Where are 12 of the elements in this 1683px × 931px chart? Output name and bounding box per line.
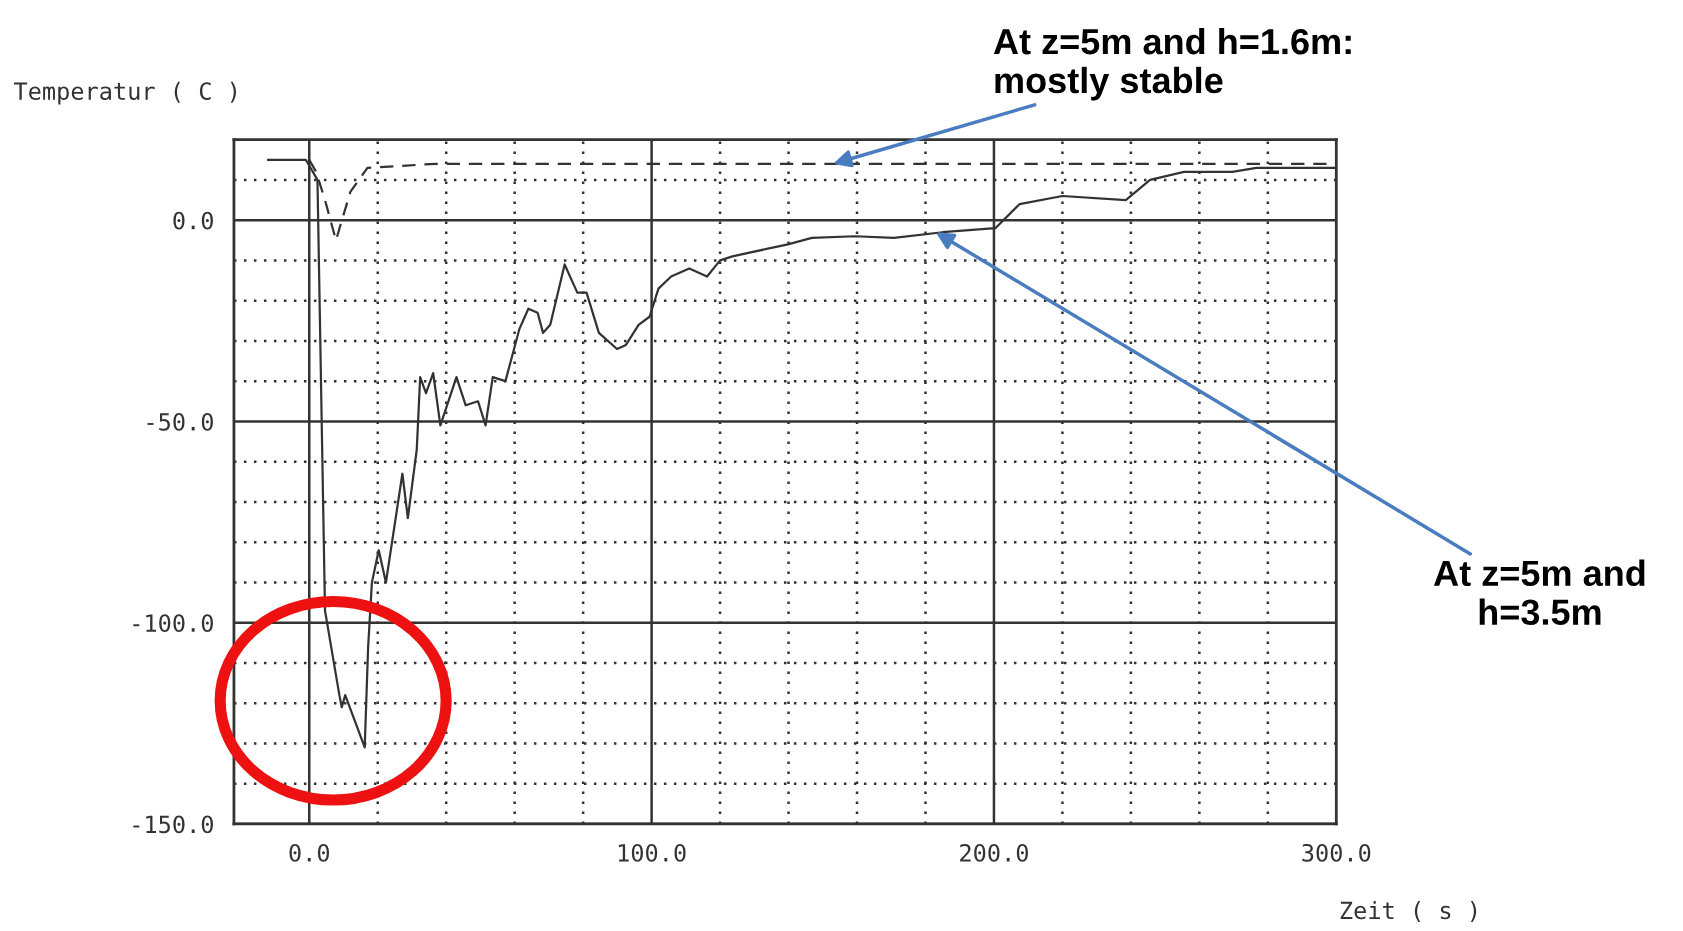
y-axis-title: Temperatur ( C ) <box>14 81 236 105</box>
y-tick-label: -50.0 <box>147 412 213 431</box>
x-tick-label: 300.0 <box>1302 843 1371 862</box>
y-tick-label: 0.0 <box>173 211 213 230</box>
x-axis-title: Zeit ( s ) <box>1340 901 1477 923</box>
x-tick-label: 200.0 <box>960 843 1028 862</box>
x-tick-label: 100.0 <box>618 843 686 862</box>
x-tick-label: 0.0 <box>289 843 330 862</box>
annotation: At z=5m and h=1.6m: mostly stable <box>993 27 1351 101</box>
y-tick-label: -150.0 <box>133 815 213 834</box>
annotation: At z=5m and h=3.5m <box>1433 559 1645 626</box>
y-tick-label: -100.0 <box>133 614 213 633</box>
